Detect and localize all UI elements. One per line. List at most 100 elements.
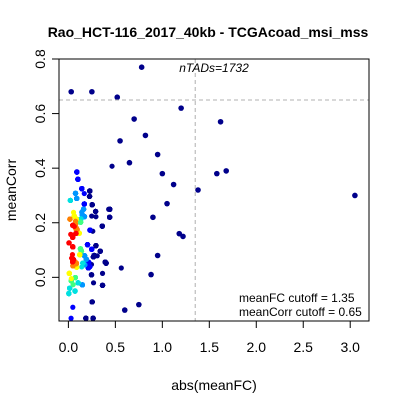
density-point: [97, 248, 103, 254]
x-tick-label: 1.0: [153, 339, 173, 355]
x-tick-label: 1.5: [200, 339, 220, 355]
outlier-point: [214, 170, 220, 177]
meancorr-cutoff-label: meanCorr cutoff = 0.65: [239, 305, 362, 319]
density-point: [84, 242, 91, 248]
density-point: [81, 201, 87, 207]
density-point: [90, 280, 97, 286]
density-point: [88, 272, 95, 278]
density-point: [74, 169, 80, 175]
outlier-point: [148, 271, 154, 278]
density-point: [90, 315, 96, 321]
x-tick-label: 2.0: [247, 339, 267, 355]
density-point: [81, 253, 88, 259]
density-point: [77, 246, 84, 252]
x-tick-label: 2.5: [294, 339, 314, 355]
x-tick-label: 3.0: [340, 339, 360, 355]
density-point: [99, 223, 105, 229]
density-point: [107, 214, 113, 220]
density-point: [93, 243, 99, 249]
density-point: [83, 315, 89, 321]
density-point: [92, 208, 99, 215]
density-point: [67, 197, 73, 204]
outlier-point: [164, 200, 170, 207]
outlier-point: [180, 233, 186, 240]
density-point: [93, 214, 99, 220]
density-point: [70, 244, 76, 250]
density-point: [106, 206, 112, 212]
density-point: [90, 254, 97, 260]
density-point: [87, 227, 93, 233]
density-point: [85, 265, 91, 271]
density-point: [77, 219, 84, 225]
y-axis-label: meanCorr: [3, 159, 19, 222]
density-point: [71, 213, 77, 219]
density-point: [66, 270, 72, 276]
density-point: [89, 246, 95, 252]
density-point: [67, 285, 73, 291]
density-point: [89, 213, 95, 219]
density-point: [109, 163, 115, 169]
density-point: [87, 188, 93, 194]
density-point: [79, 209, 85, 215]
x-tick-label: 0.5: [106, 339, 126, 355]
density-point: [68, 275, 74, 282]
density-point: [75, 176, 81, 182]
outlier-point: [352, 192, 358, 199]
density-point: [86, 193, 93, 200]
density-point: [89, 202, 95, 208]
y-tick-label: 0.0: [32, 267, 48, 287]
density-point: [102, 259, 108, 265]
density-point: [67, 216, 73, 222]
density-point: [70, 304, 76, 310]
outlier-point: [121, 307, 128, 313]
y-tick-label: 0.8: [32, 49, 48, 69]
outlier-point: [131, 116, 137, 122]
outlier-point: [126, 159, 133, 166]
density-point: [79, 282, 85, 288]
density-point: [99, 270, 106, 276]
outlier-point: [159, 170, 166, 177]
density-point: [79, 264, 85, 270]
density-point: [75, 280, 81, 286]
y-tick-label: 0.2: [32, 213, 48, 233]
cutoff-lines: [59, 59, 369, 321]
density-point: [68, 315, 74, 321]
density-point: [70, 222, 76, 228]
density-point: [79, 186, 85, 192]
outlier-point: [142, 132, 149, 139]
density-point: [72, 190, 79, 196]
x-axis-label: abs(meanFC): [171, 377, 257, 393]
outlier-point: [195, 187, 201, 193]
outlier-point: [68, 88, 75, 95]
y-axis: 0.0 0.2 0.4 0.6 0.8: [32, 49, 59, 287]
outlier-point: [178, 105, 184, 111]
meanfc-cutoff-label: meanFC cutoff = 1.35: [239, 291, 355, 305]
density-point: [66, 290, 72, 297]
outlier-point: [150, 214, 156, 221]
chart-title: Rao_HCT-116_2017_40kb - TCGAcoad_msi_mss: [48, 24, 369, 40]
density-point: [89, 299, 95, 305]
density-point: [77, 252, 83, 258]
outlier-point: [223, 168, 230, 174]
outlier-point: [170, 181, 177, 188]
outlier-point: [154, 252, 161, 259]
y-tick-label: 0.6: [32, 104, 48, 124]
outlier-point: [89, 88, 95, 95]
density-point: [74, 195, 80, 202]
density-point: [72, 274, 78, 281]
data-points: [68, 64, 358, 313]
density-point: [118, 265, 124, 271]
x-tick-label: 0.0: [59, 339, 79, 355]
ntads-annotation: nTADs=1732: [179, 61, 249, 75]
density-point: [69, 251, 76, 258]
density-point: [81, 190, 87, 197]
outlier-point: [117, 138, 123, 144]
outlier-point: [217, 118, 224, 125]
outlier-point: [138, 64, 145, 70]
y-tick-label: 0.4: [32, 158, 48, 178]
density-point: [72, 288, 78, 294]
outlier-point: [154, 151, 161, 158]
plot-frame: [58, 58, 370, 322]
density-point: [99, 282, 106, 288]
